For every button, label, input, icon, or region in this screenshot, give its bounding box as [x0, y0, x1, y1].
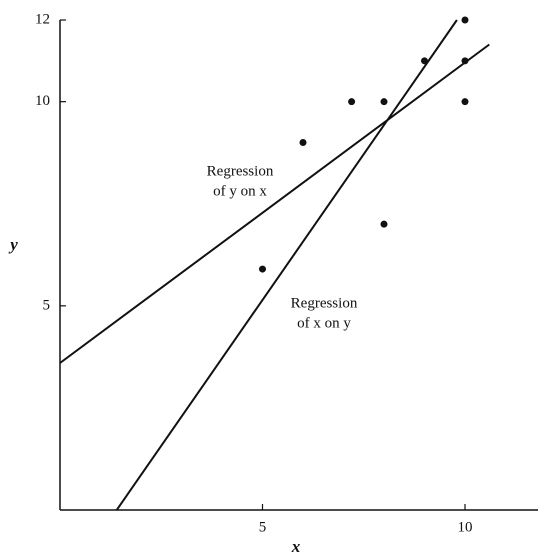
line-label: of y on x	[213, 183, 267, 199]
x-tick-label: 10	[458, 519, 473, 535]
point	[461, 16, 469, 24]
regression-line	[115, 19, 458, 511]
point	[380, 220, 388, 228]
regression-line	[59, 43, 490, 364]
point	[380, 98, 388, 106]
point	[299, 139, 307, 146]
y-tick-label: 12	[35, 11, 50, 27]
x-axis-label: x	[291, 537, 301, 556]
point	[259, 265, 266, 273]
x-tick-label: 5	[259, 519, 267, 535]
y-axis-label: y	[8, 235, 18, 254]
point	[348, 98, 356, 106]
y-tick-label: 10	[35, 93, 50, 109]
y-tick-label: 5	[43, 297, 51, 313]
line-label: Regression	[207, 163, 274, 179]
line-label: of x on y	[297, 315, 351, 331]
line-label: Regression	[291, 295, 358, 311]
point	[461, 98, 469, 106]
